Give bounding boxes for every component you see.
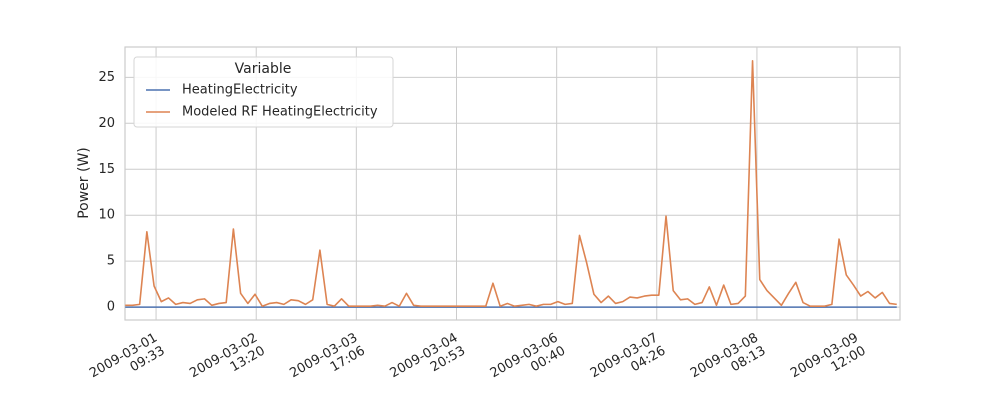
y-tick-label: 20: [98, 116, 115, 131]
plot-frame: [124, 46, 901, 321]
series-line: [125, 59, 897, 308]
y-tick-label: 15: [98, 162, 115, 177]
y-tick-label: 25: [98, 70, 115, 85]
legend-label: HeatingElectricity: [182, 83, 298, 98]
legend-box: [133, 56, 394, 128]
y-tick-label: 5: [107, 254, 115, 269]
legend-label: Modeled RF HeatingElectricity: [182, 105, 378, 120]
y-tick-label: 0: [107, 300, 115, 315]
y-tick-label: 10: [98, 208, 115, 223]
y-axis-label: Power (W): [76, 147, 92, 219]
legend-title: Variable: [235, 61, 292, 77]
